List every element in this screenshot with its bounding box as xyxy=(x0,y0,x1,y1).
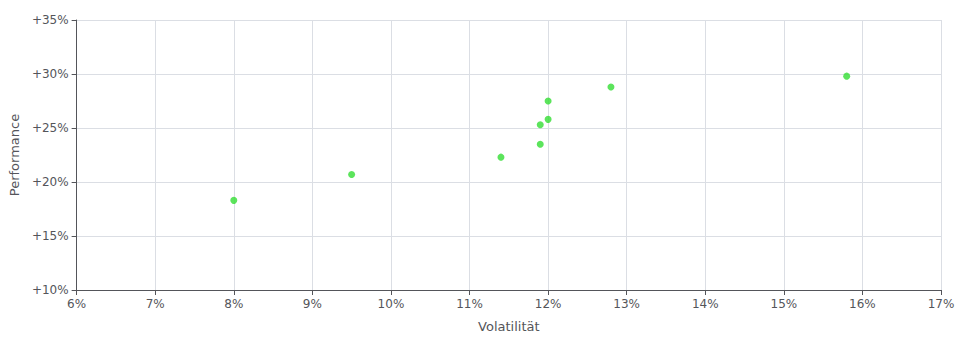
svg-text:10%: 10% xyxy=(378,297,405,311)
svg-text:9%: 9% xyxy=(303,297,322,311)
svg-text:Volatilität: Volatilität xyxy=(478,319,540,334)
svg-text:+25%: +25% xyxy=(32,121,69,135)
svg-text:+35%: +35% xyxy=(32,13,69,27)
svg-text:11%: 11% xyxy=(456,297,483,311)
svg-text:+20%: +20% xyxy=(32,175,69,189)
svg-text:Performance: Performance xyxy=(7,114,22,196)
svg-text:6%: 6% xyxy=(67,297,86,311)
svg-text:17%: 17% xyxy=(928,297,955,311)
svg-text:+30%: +30% xyxy=(32,67,69,81)
svg-text:13%: 13% xyxy=(613,297,640,311)
svg-text:+10%: +10% xyxy=(32,283,69,297)
svg-text:15%: 15% xyxy=(771,297,798,311)
svg-text:7%: 7% xyxy=(146,297,165,311)
svg-text:8%: 8% xyxy=(224,297,243,311)
svg-text:16%: 16% xyxy=(849,297,876,311)
svg-text:+15%: +15% xyxy=(32,229,69,243)
svg-text:14%: 14% xyxy=(692,297,719,311)
svg-text:12%: 12% xyxy=(535,297,562,311)
